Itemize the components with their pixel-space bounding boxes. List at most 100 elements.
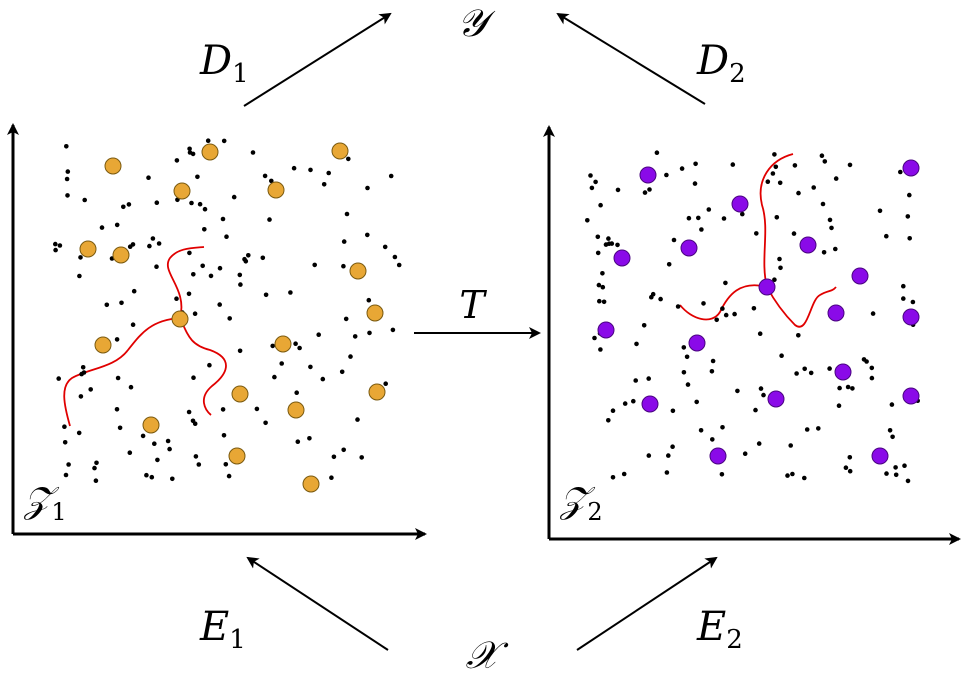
small-point: [341, 263, 346, 269]
small-point: [658, 296, 663, 302]
small-point: [220, 407, 226, 412]
small-point: [816, 426, 821, 431]
small-point: [837, 385, 842, 391]
small-point: [114, 222, 120, 228]
small-point: [601, 299, 607, 305]
latent-2-sample-point: [731, 195, 749, 213]
small-point: [869, 375, 875, 381]
latent-space-1-subscript: 1: [51, 498, 66, 526]
small-point: [709, 369, 715, 374]
latent-space-2-subscript: 2: [587, 498, 602, 526]
latent-1-sample-point: [201, 143, 219, 161]
small-point: [740, 211, 745, 217]
small-point: [62, 440, 68, 445]
small-point: [197, 201, 203, 207]
latent-2-sample-point: [834, 363, 852, 381]
small-point: [331, 454, 337, 460]
small-point: [250, 150, 256, 155]
small-point: [901, 283, 906, 289]
latent-space-1-label: 𝒵1: [23, 480, 67, 526]
small-point: [92, 465, 97, 471]
small-point: [884, 471, 889, 476]
latent-space-1-axes: [6, 123, 427, 540]
small-point: [316, 332, 322, 338]
small-point: [207, 362, 212, 368]
small-point: [202, 227, 207, 232]
small-point: [761, 392, 766, 398]
small-point: [81, 370, 87, 375]
latent-2-sample-point: [680, 239, 698, 257]
small-point: [596, 282, 602, 288]
small-point: [804, 427, 810, 432]
small-point: [836, 403, 842, 409]
small-point: [822, 159, 828, 164]
small-point: [155, 457, 160, 463]
small-point: [821, 250, 827, 255]
small-point: [260, 255, 266, 261]
small-point: [646, 453, 652, 458]
encoder-2-arrow: [576, 556, 718, 651]
small-point: [367, 330, 372, 336]
small-point: [165, 438, 171, 444]
latent-1-sample-point: [231, 385, 249, 403]
small-point: [308, 167, 313, 173]
small-point: [710, 358, 716, 364]
decoder-2-label: D2: [696, 38, 746, 89]
small-point: [685, 382, 691, 387]
small-point: [721, 216, 727, 221]
small-point: [267, 217, 272, 222]
small-point: [847, 455, 853, 460]
small-point: [154, 264, 159, 270]
small-point: [710, 437, 715, 442]
latent-1-sample-point: [302, 475, 320, 493]
small-point: [196, 462, 202, 467]
decoder-2-arrow: [556, 12, 706, 105]
small-point: [192, 311, 198, 317]
small-point: [346, 156, 351, 162]
small-point: [144, 472, 149, 478]
small-point: [238, 282, 243, 287]
latent-2-sample-point: [613, 249, 631, 267]
small-point: [294, 390, 300, 396]
small-point: [82, 197, 87, 203]
small-point: [279, 361, 285, 366]
small-point: [221, 433, 227, 438]
decoder-2-subscript: 2: [729, 59, 746, 89]
small-point: [845, 384, 851, 390]
small-point: [321, 182, 327, 187]
small-point: [365, 232, 370, 238]
small-point: [772, 152, 777, 157]
small-point: [796, 333, 801, 338]
small-point: [600, 284, 606, 290]
small-point: [681, 370, 687, 375]
small-point: [820, 201, 826, 207]
small-point: [65, 169, 71, 174]
small-point: [131, 288, 137, 294]
small-point: [884, 233, 889, 239]
small-point: [227, 316, 232, 321]
latent-1-sample-point: [274, 335, 292, 353]
small-point: [893, 472, 899, 478]
small-point: [802, 475, 807, 481]
small-point: [344, 211, 350, 217]
small-point: [297, 345, 302, 351]
small-point: [174, 158, 180, 163]
small-point: [634, 341, 639, 347]
small-point: [796, 190, 801, 196]
small-point: [777, 256, 782, 262]
small-point: [698, 428, 704, 433]
small-point: [263, 420, 268, 426]
small-point: [723, 312, 729, 318]
small-point: [149, 474, 155, 480]
small-point: [382, 244, 388, 250]
small-point: [890, 434, 895, 440]
small-point: [339, 369, 345, 375]
small-point: [719, 472, 725, 477]
small-point: [905, 214, 911, 219]
latent-2-sample-point: [871, 447, 889, 465]
latent-space-1-samples: [79, 142, 386, 493]
small-point: [191, 272, 196, 277]
small-point: [585, 218, 590, 223]
small-point: [341, 239, 347, 244]
